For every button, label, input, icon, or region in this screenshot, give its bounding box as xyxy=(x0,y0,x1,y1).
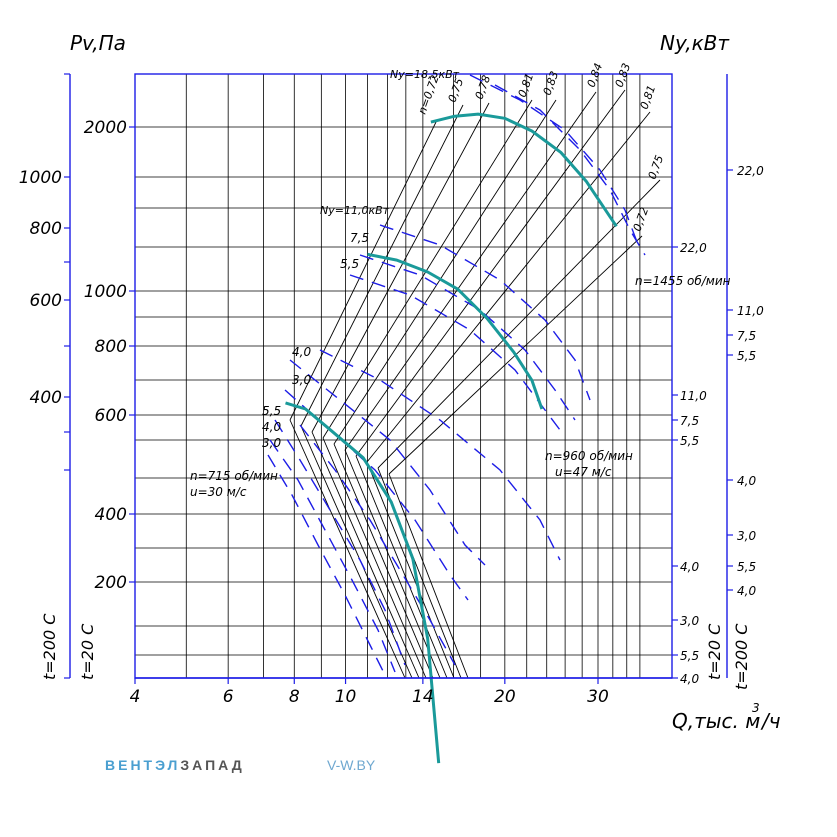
pressure-outer-tick-label: 600 xyxy=(30,291,62,311)
brand-site: V-W.BY xyxy=(327,757,376,773)
efficiency-ray xyxy=(311,102,490,433)
power-curve-1455-a xyxy=(379,224,591,401)
efficiency-label: 0,84 xyxy=(585,62,606,89)
power-curve-960-b xyxy=(284,389,469,601)
fan-curve-1 xyxy=(367,252,544,410)
power-outer-tick-label: 7,5 xyxy=(737,329,756,343)
brand-logo: ВЕНТЭЛЗАПАД xyxy=(105,757,245,773)
temp-label-right-200: t=200 С xyxy=(732,623,751,690)
power-label-715: 5,5 xyxy=(262,404,281,418)
efficiency-label: 0,81 xyxy=(516,72,537,99)
temp-label-right-20: t=20 С xyxy=(705,623,724,680)
x-tick-label: 4 xyxy=(130,687,141,707)
efficiency-ray xyxy=(355,89,626,457)
power-curve-960-c xyxy=(319,349,561,561)
efficiency-ray-low xyxy=(300,425,413,679)
efficiency-ray xyxy=(377,179,661,469)
power-outer-tick-label: 22,0 xyxy=(737,164,764,178)
efficiency-ray-low xyxy=(344,449,441,679)
power-label-1455-75: 7,5 xyxy=(350,231,369,245)
efficiency-label: 0,81 xyxy=(638,84,659,111)
pressure-tick-label: 200 xyxy=(95,573,127,593)
x-axis-label-sup: 3 xyxy=(752,701,760,715)
power-outer-tick-label: 4,0 xyxy=(737,584,756,598)
power-tick-label: 4,0 xyxy=(680,672,699,686)
efficiency-ray xyxy=(300,104,464,427)
efficiency-ray xyxy=(289,119,438,421)
fan-curve-0 xyxy=(285,401,441,764)
brand-part2: ЗАПАД xyxy=(180,757,245,773)
power-curve-960-a xyxy=(289,359,486,566)
efficiency-label: 0,83 xyxy=(613,62,634,89)
curve-label-715-sub: u=30 м/с xyxy=(190,485,247,499)
brand-part1: ВЕНТЭЛ xyxy=(105,757,181,773)
power-curve-1455-c xyxy=(349,274,561,431)
efficiency-ray-low xyxy=(366,461,455,679)
x-tick-label: 30 xyxy=(587,687,609,707)
power-tick-label: 11,0 xyxy=(680,389,707,403)
power-outer-tick-label: 4,0 xyxy=(737,474,756,488)
efficiency-ray xyxy=(322,99,533,439)
x-tick-label: 8 xyxy=(289,687,300,707)
efficiency-ray-low xyxy=(289,419,406,679)
efficiency-ray-low xyxy=(322,437,427,679)
efficiency-ray-low xyxy=(333,443,434,679)
power-outer-tick-label: 3,0 xyxy=(737,529,756,543)
power-label-960: 3,0 xyxy=(292,373,311,387)
power-label-715: 3,0 xyxy=(262,436,281,450)
x-tick-label: 10 xyxy=(335,687,357,707)
efficiency-ray-low xyxy=(355,455,448,679)
power-curve-1455-e xyxy=(494,84,646,256)
power-tick-label: 4,0 xyxy=(680,560,699,574)
power-curve-715-d xyxy=(299,424,456,666)
power-curve-1455-b xyxy=(359,254,576,421)
x-tick-label: 20 xyxy=(494,687,516,707)
curve-label-960: n=960 об/мин xyxy=(545,449,633,463)
power-outer-tick-label: 5,5 xyxy=(737,560,756,574)
pressure-tick-label: 600 xyxy=(95,406,127,426)
power-outer-tick-label: 11,0 xyxy=(737,304,764,318)
power-curve-1455-d xyxy=(469,74,641,251)
power-axis-label: Ny,кВт xyxy=(660,31,730,55)
power-tick-label: 3,0 xyxy=(680,614,699,628)
x-tick-label: 14 xyxy=(412,687,434,707)
x-tick-label: 6 xyxy=(223,687,234,707)
pressure-outer-tick-label: 400 xyxy=(30,388,62,408)
efficiency-label: 0,72 xyxy=(631,206,652,233)
power-label-1455-mid: Ny=11,0кВт xyxy=(320,204,390,217)
pressure-axis-label: Pv,Па xyxy=(70,31,126,55)
efficiency-ray-low xyxy=(388,473,469,679)
power-tick-label: 7,5 xyxy=(680,414,699,428)
efficiency-ray xyxy=(333,99,557,445)
fan-curve-2 xyxy=(430,112,618,228)
pressure-outer-tick-label: 800 xyxy=(30,219,62,239)
x-axis-label: Q,тыс. м xyxy=(672,709,760,733)
pressure-tick-label: 2000 xyxy=(84,118,127,138)
pressure-tick-label: 1000 xyxy=(84,282,127,302)
efficiency-ray-low xyxy=(311,431,420,679)
power-label-1455-top: Ny=18,5кВт xyxy=(390,68,460,81)
temp-label-left-200: t=200 С xyxy=(40,613,59,680)
pressure-tick-label: 400 xyxy=(95,505,127,525)
power-outer-tick-label: 5,5 xyxy=(737,349,756,363)
temp-label-left-20: t=20 С xyxy=(78,623,97,680)
curve-label-1455: n=1455 об/мин xyxy=(635,274,731,288)
curve-label-960-sub: u=47 м/с xyxy=(555,465,612,479)
x-axis-label-tail: /ч xyxy=(760,709,781,733)
power-label-715: 4,0 xyxy=(262,420,281,434)
pressure-tick-label: 800 xyxy=(95,337,127,357)
power-label-960: 4,0 xyxy=(292,345,311,359)
curve-label-715: n=715 об/мин xyxy=(190,469,278,483)
efficiency-ray xyxy=(344,91,597,451)
power-tick-label: 5,5 xyxy=(680,434,699,448)
power-curve-715-b xyxy=(269,439,396,673)
pressure-outer-tick-label: 1000 xyxy=(19,168,62,188)
power-tick-label: 5,5 xyxy=(680,649,699,663)
power-label-1455-55: 5,5 xyxy=(340,257,359,271)
power-tick-label: 22,0 xyxy=(680,241,707,255)
